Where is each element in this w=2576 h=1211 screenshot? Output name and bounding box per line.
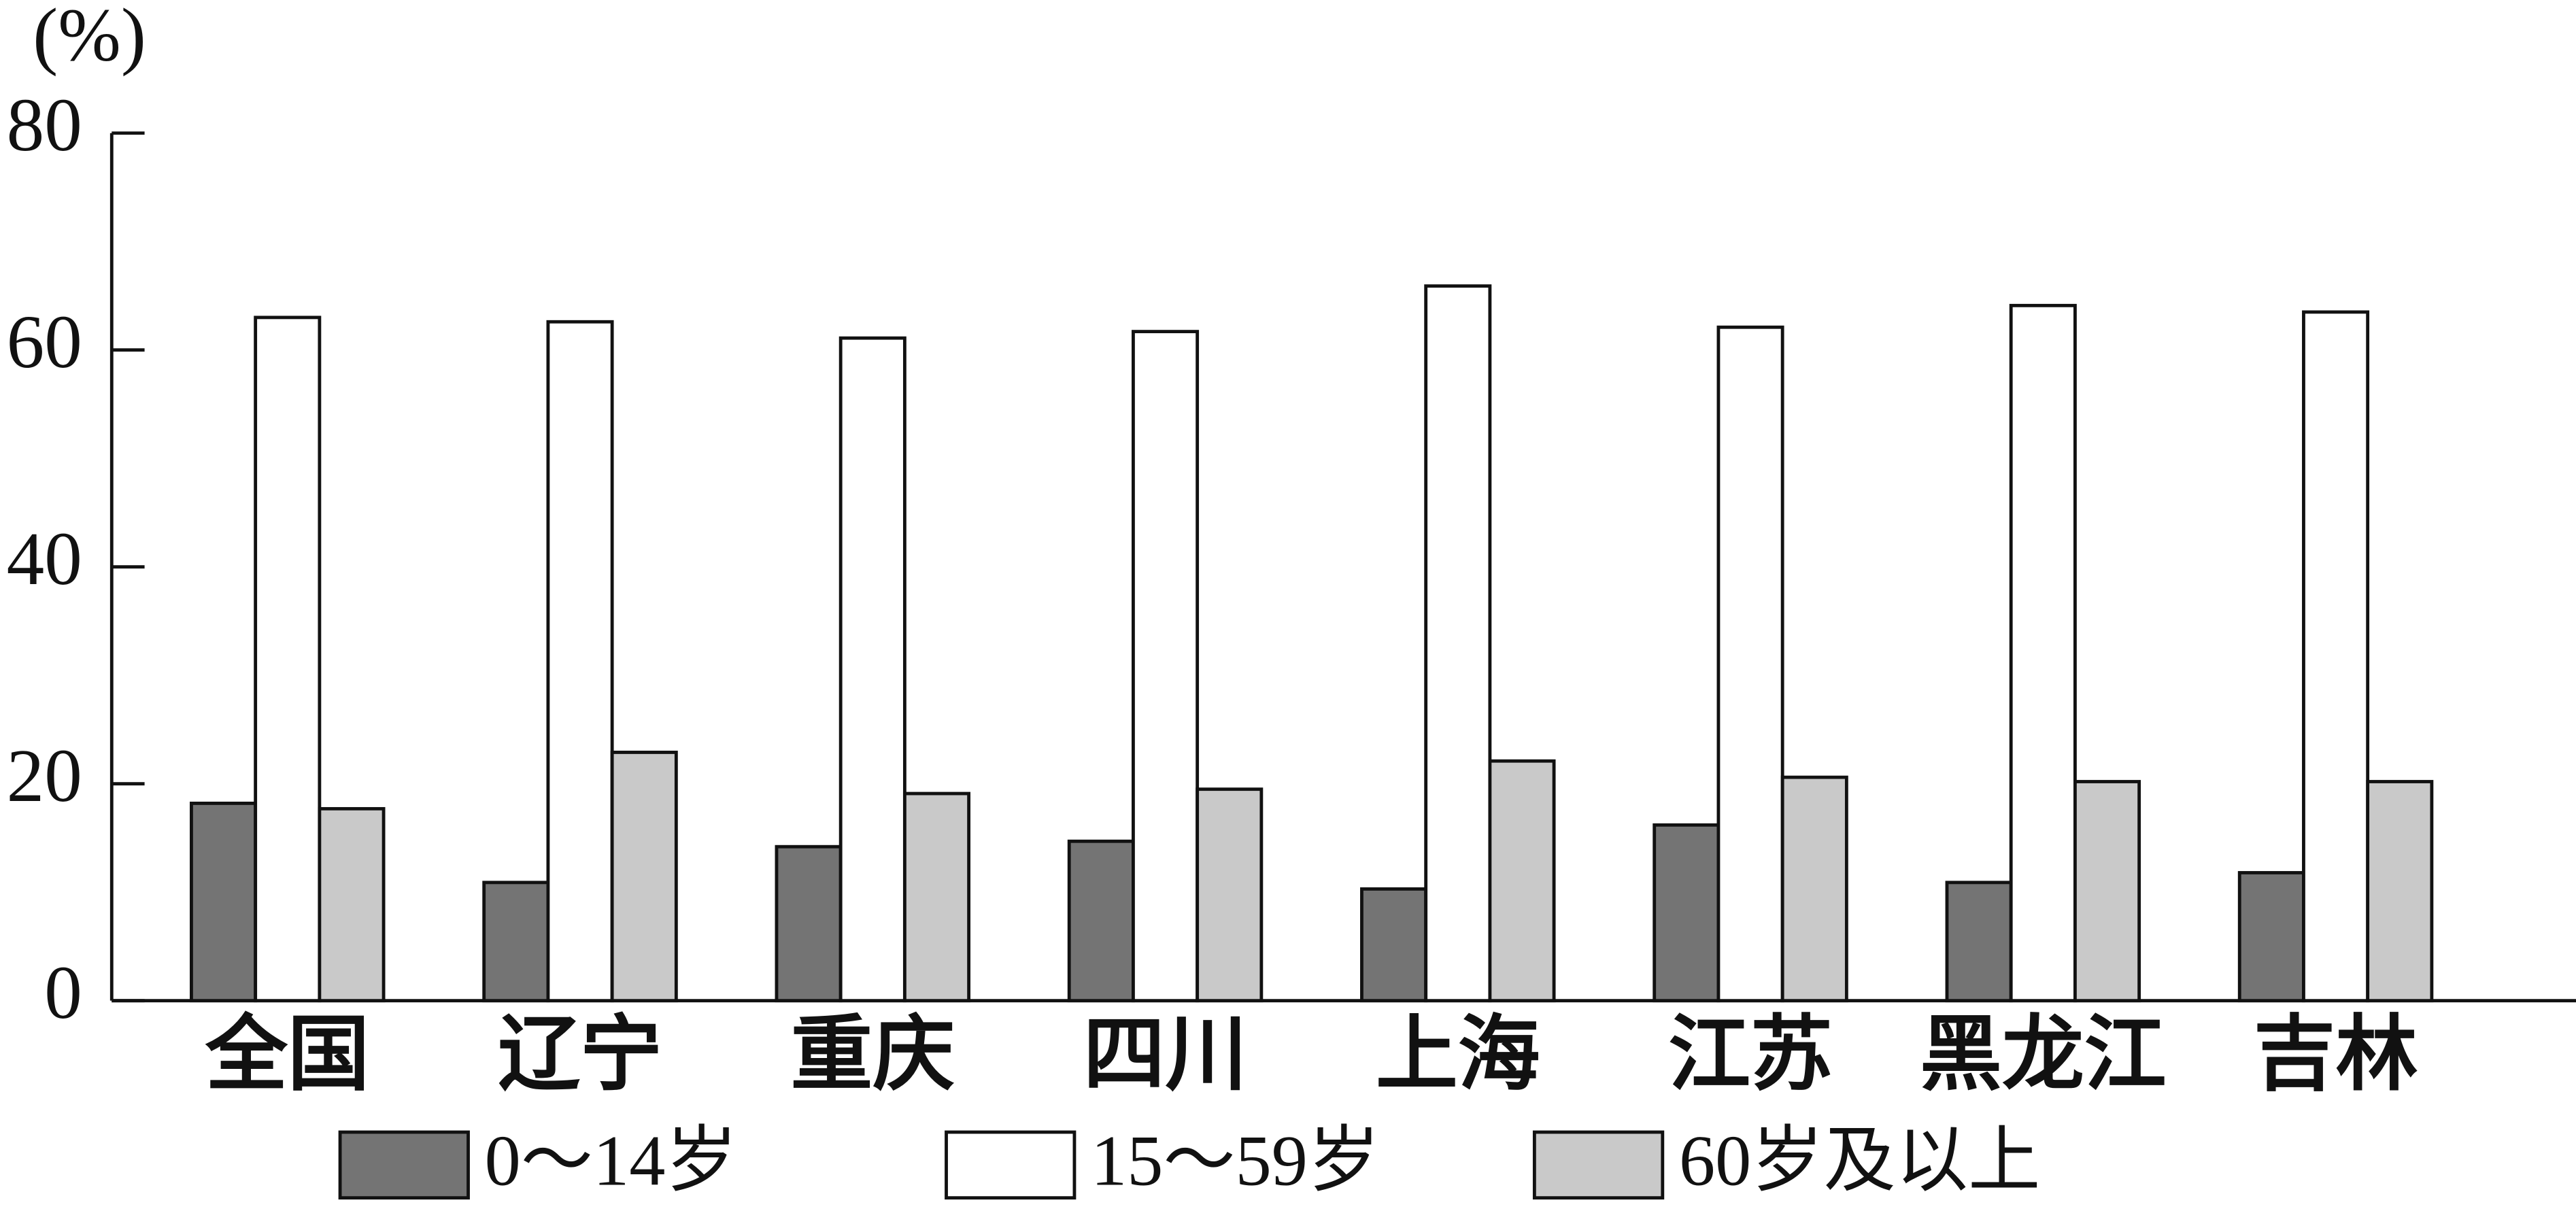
bar [1067, 839, 1135, 1003]
y-tick-label: 0 [44, 951, 82, 1035]
bar [1196, 787, 1264, 1003]
y-tick-label: 20 [7, 734, 82, 818]
bar [2237, 871, 2305, 1003]
y-tick-label: 40 [7, 517, 82, 601]
bar [1780, 775, 1848, 1003]
bar [1653, 823, 1721, 1003]
bar [838, 336, 906, 1003]
bar [2009, 303, 2077, 1003]
legend-label: 0～14岁 [485, 1121, 738, 1201]
bar [902, 791, 971, 1003]
legend-label: 15～59岁 [1091, 1121, 1380, 1201]
y-tick-label: 80 [7, 84, 82, 167]
bar [2366, 780, 2434, 1003]
bar [1360, 887, 1428, 1003]
legend-label: 60岁及以上 [1679, 1121, 2040, 1201]
x-tick-label: 全国 [205, 1007, 370, 1102]
x-tick-label: 辽宁 [498, 1007, 662, 1102]
y-tick-label: 60 [7, 301, 82, 384]
bar [1132, 330, 1200, 1003]
bar [1945, 881, 2013, 1003]
x-tick-label: 四川 [1083, 1007, 1248, 1102]
bar [1716, 325, 1784, 1003]
y-axis-label: (%) [33, 0, 146, 77]
bar [1488, 759, 1556, 1003]
bar [610, 751, 678, 1003]
bar [546, 320, 614, 1003]
bar [482, 881, 550, 1003]
bar [190, 801, 258, 1003]
bar [775, 845, 843, 1003]
x-tick-label: 黑龙江 [1920, 1007, 2166, 1102]
x-tick-label: 重庆 [790, 1007, 955, 1102]
x-tick-label: 江苏 [1668, 1007, 1833, 1102]
bar [254, 315, 322, 1003]
legend-swatch [338, 1130, 470, 1200]
legend-swatch [1532, 1130, 1665, 1200]
legend-swatch [945, 1130, 1077, 1200]
bar [1424, 284, 1492, 1003]
x-tick-label: 上海 [1376, 1007, 1540, 1102]
bar [318, 806, 386, 1003]
x-tick-label: 吉林 [2254, 1007, 2418, 1102]
bar [2073, 780, 2141, 1003]
bar [2302, 310, 2370, 1003]
